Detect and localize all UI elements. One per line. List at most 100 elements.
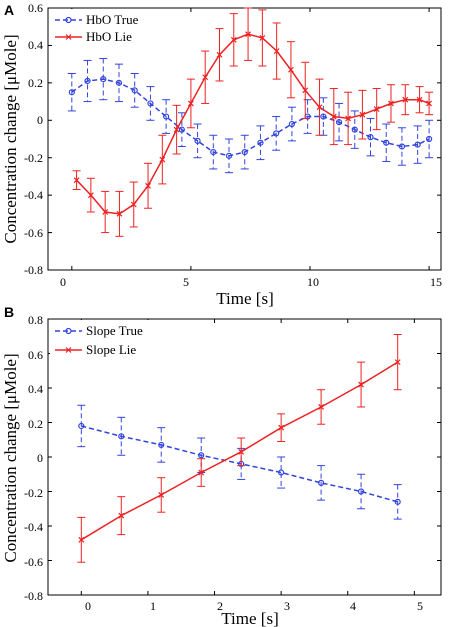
panel-a-xtick-label: 5 xyxy=(183,275,189,289)
panel-a-hbo-lie-point xyxy=(73,177,80,184)
panel-a-hbo-true-point xyxy=(414,141,421,148)
panel-b: B 0.8 0.6 0.4 0.2 0 -0.2 -0.4 -0.6 -0.8 … xyxy=(1,304,442,627)
panel-b-ytick-label: 0.4 xyxy=(28,382,43,396)
panel-a-hbo-lie-point xyxy=(302,87,309,94)
panel-b-slope-lie-point xyxy=(318,404,325,410)
panel-b-xtick-label: 3 xyxy=(284,599,290,613)
panel-b-ytick-label: 0 xyxy=(37,451,43,465)
panel-b-slope-true-point xyxy=(198,452,205,459)
panel-a-hbo-lie-point xyxy=(330,113,337,120)
panel-b-slope-lie-point xyxy=(238,448,245,455)
panel-b-data-marks xyxy=(48,318,441,596)
panel-b-x-axis-label: Time [s] xyxy=(221,609,278,627)
panel-b-legend: Slope True Slope Lie xyxy=(50,320,168,358)
panel-b-legend-marker-slope-lie xyxy=(65,347,72,353)
panel-a-ytick-label: 0.2 xyxy=(28,76,43,90)
panel-b-slope-lie-point xyxy=(394,359,401,366)
panel-a-hbo-true-point xyxy=(147,100,154,107)
panel-b-xtick-label: 5 xyxy=(417,599,423,613)
panel-a-hbo-lie-point xyxy=(245,31,251,38)
panel-b-slope-true-point xyxy=(118,433,125,440)
panel-a-hbo-true-point xyxy=(115,79,123,86)
panel-a-ytick-label: -0.6 xyxy=(24,226,43,240)
panel-a-hbo-lie-point xyxy=(159,156,166,163)
panel-b-slope-true-point xyxy=(357,488,365,495)
panel-a-ytick-label: 0.4 xyxy=(28,38,43,52)
panel-b-ytick-label: -0.6 xyxy=(24,555,43,569)
panel-b-legend-label-slope-true: Slope True xyxy=(86,323,143,338)
panel-a-xtick-label: 0 xyxy=(60,275,66,289)
panel-b-xtick-label: 2 xyxy=(217,599,223,613)
panel-a-xtick-labels: 0 5 10 15 xyxy=(60,275,442,289)
panel-b-legend-marker-slope-true xyxy=(65,327,72,335)
panel-a-hbo-lie-point xyxy=(426,100,433,107)
panel-a-hbo-true-point xyxy=(351,126,358,133)
panel-b-slope-lie-point xyxy=(158,492,165,498)
panel-a-xtick-label: 15 xyxy=(430,275,442,289)
panel-a-hbo-true-point xyxy=(210,149,217,156)
panel-a-legend-box xyxy=(50,9,162,45)
panel-b-ytick-label: 0.6 xyxy=(28,348,43,362)
panel-a-hbo-lie-point xyxy=(259,35,266,41)
panel-a-hbo-lie-point xyxy=(402,96,409,103)
panel-a-hbo-lie-point xyxy=(416,96,423,103)
panel-a-ytick-label: -0.8 xyxy=(24,263,43,277)
panel-a-ytick-label: -0.2 xyxy=(24,151,43,165)
panel-a-legend: HbO True HbO Lie xyxy=(50,9,162,45)
panel-a-hbo-lie-point xyxy=(216,51,223,58)
panel-b-slope-true-point xyxy=(394,498,401,505)
panel-b-xtick-label: 0 xyxy=(85,599,91,613)
panel-a-legend-marker-hbo-lie xyxy=(65,34,72,40)
panel-a-ytick-labels: 0.6 0.4 0.2 0 -0.2 -0.4 -0.6 -0.8 xyxy=(24,1,43,277)
panel-a-hbo-lie-point xyxy=(187,100,194,107)
panel-a-hbo-true-point xyxy=(288,120,295,128)
panel-a-hbo-lie-point xyxy=(230,36,237,43)
panel-a-hbo-true-point xyxy=(241,149,248,156)
panel-a-hbo-lie-point xyxy=(102,209,109,215)
panel-b-slope-true-point xyxy=(78,422,85,430)
panel-a-hbo-true-point xyxy=(335,119,343,126)
panel-b-slope-lie-point xyxy=(118,512,125,519)
panel-a-hbo-true-point xyxy=(383,139,390,146)
panel-a-hbo-true-point xyxy=(68,89,75,96)
panel-b-y-axis-label: Concentration change [μMole] xyxy=(1,353,20,562)
panel-a-data-marks xyxy=(48,7,441,271)
panel-a-hbo-true-point xyxy=(257,139,264,146)
panel-a-hbo-lie-point xyxy=(116,210,123,217)
panel-a-hbo-true-point xyxy=(163,113,170,120)
panel-a-y-axis-label: Concentration change [μMole] xyxy=(1,34,20,243)
panel-b-ytick-label: 0.2 xyxy=(28,417,43,431)
panel-a-hbo-true-point xyxy=(84,77,91,85)
panel-a-hbo-lie-point xyxy=(388,100,394,107)
panel-b-ytick-label: -0.2 xyxy=(24,486,43,500)
panel-a-hbo-lie-point xyxy=(359,111,366,118)
panel-a-hbo-true-point xyxy=(320,113,327,120)
panel-b-slope-true-point xyxy=(158,441,165,449)
panel-a-legend-label-hbo-lie: HbO Lie xyxy=(86,29,132,44)
panel-a-hbo-lie-point xyxy=(373,106,380,112)
panel-b-xtick-label: 4 xyxy=(350,599,356,613)
panel-a-hbo-true-point xyxy=(100,76,107,83)
panel-a-hbo-lie-point xyxy=(288,66,294,73)
panel-a-hbo-lie-line xyxy=(76,33,430,215)
panel-a-xtick-label: 10 xyxy=(307,275,319,289)
panel-a-hbo-lie-point xyxy=(316,104,323,111)
panel-a-legend-marker-hbo-true xyxy=(65,16,72,24)
panel-b-label: B xyxy=(4,304,14,320)
panel-a-hbo-true-point xyxy=(425,135,433,143)
panel-a-ytick-label: 0.6 xyxy=(28,1,43,15)
panel-b-slope-true-point xyxy=(278,469,285,476)
panel-a-hbo-true-point xyxy=(367,134,374,141)
panel-a-hbo-true-point xyxy=(131,87,138,94)
panel-a-hbo-lie-point xyxy=(145,182,151,189)
panel-a-legend-label-hbo-true: HbO True xyxy=(86,12,139,27)
panel-b-slope-lie-point xyxy=(78,536,85,543)
panel-b-slope-true-point xyxy=(318,479,325,486)
panel-a-hbo-lie-point xyxy=(130,201,137,208)
panel-a-hbo-lie-point xyxy=(173,126,180,133)
panel-b-xtick-label: 1 xyxy=(150,599,156,613)
panel-a-x-axis-label: Time [s] xyxy=(216,289,273,308)
panel-a-hbo-lie-point xyxy=(273,48,280,54)
panel-b-xtick-labels: 0 1 2 3 4 5 xyxy=(85,599,423,613)
